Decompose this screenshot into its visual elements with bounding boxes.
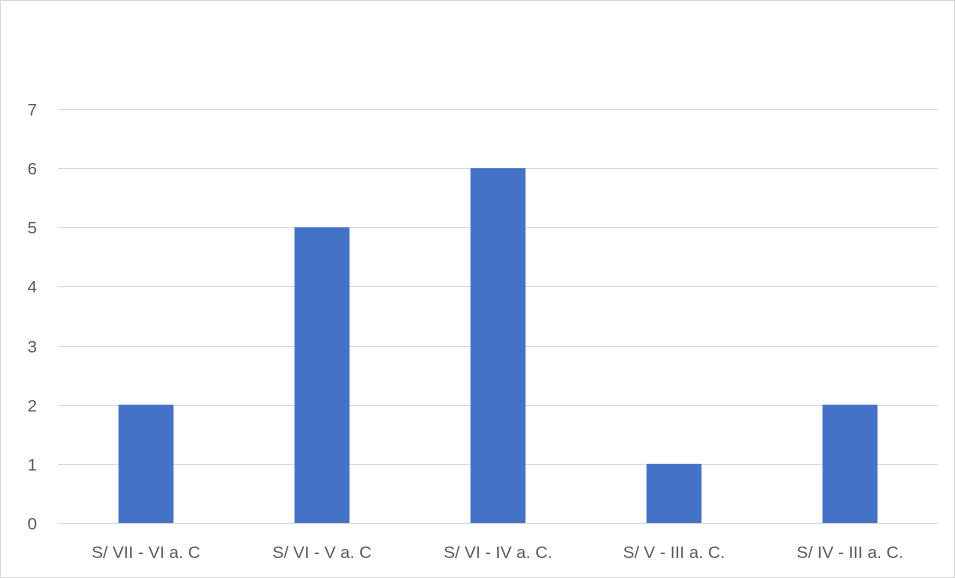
y-tick-label: 4 bbox=[28, 278, 37, 297]
y-tick-label: 7 bbox=[28, 101, 37, 120]
bar bbox=[470, 168, 526, 523]
bar bbox=[294, 227, 350, 524]
x-axis-tick-labels: S/ VII - VI a. C S/ VI - V a. C S/ VI - IV… bbox=[92, 543, 904, 562]
y-tick-label: 6 bbox=[28, 160, 37, 179]
x-tick-label: S/ VII - VI a. C bbox=[92, 543, 201, 562]
x-tick-label: S/ VI - IV a. C. bbox=[444, 543, 553, 562]
y-tick-label: 0 bbox=[28, 515, 37, 534]
x-tick-label: S/ VI - V a. C bbox=[272, 543, 371, 562]
bars bbox=[118, 168, 878, 524]
y-axis-tick-labels: 0 1 2 3 4 5 6 7 bbox=[28, 101, 37, 534]
y-tick-label: 1 bbox=[28, 456, 37, 475]
bar bbox=[822, 404, 878, 523]
y-tick-label: 3 bbox=[28, 338, 37, 357]
y-tick-label: 5 bbox=[28, 219, 37, 238]
bar bbox=[118, 404, 174, 523]
bar bbox=[646, 463, 702, 523]
x-tick-label: S/ IV - III a. C. bbox=[797, 543, 904, 562]
y-tick-label: 2 bbox=[28, 397, 37, 416]
x-tick-label: S/ V - III a. C. bbox=[623, 543, 725, 562]
